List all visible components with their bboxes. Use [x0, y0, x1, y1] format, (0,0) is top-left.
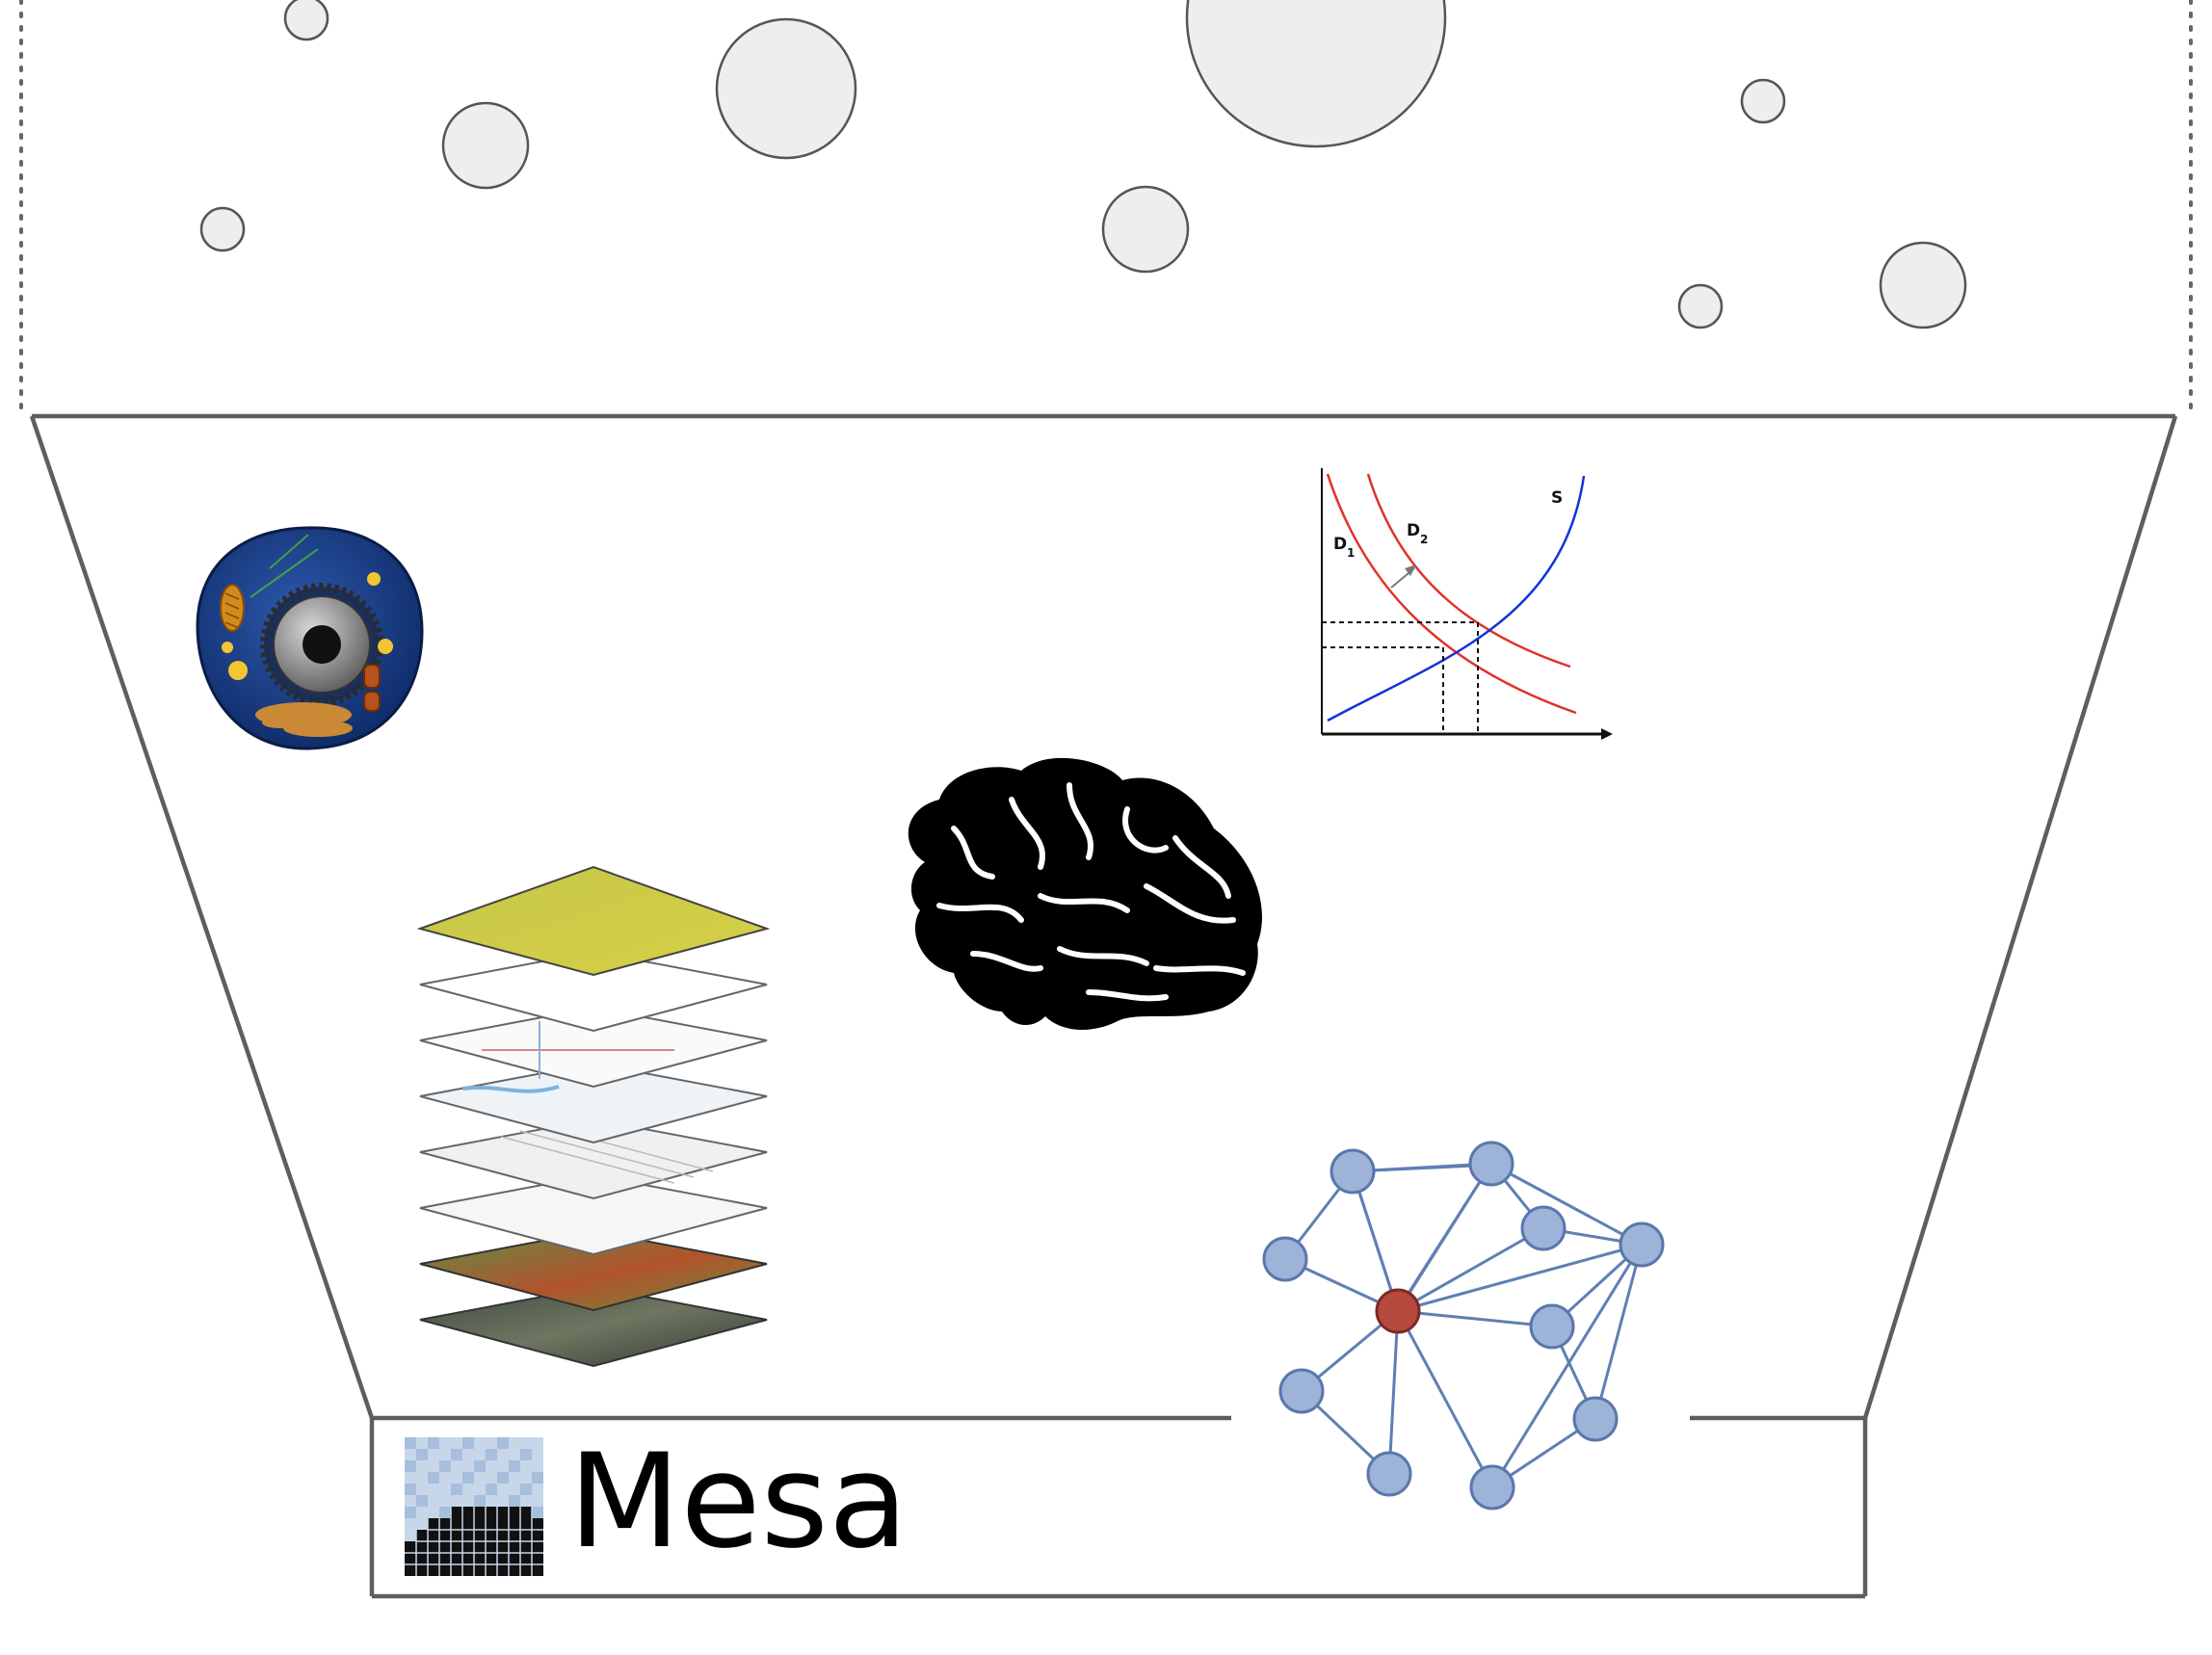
network-node — [1262, 1236, 1308, 1282]
network-center-node — [1375, 1288, 1421, 1334]
bubble — [199, 206, 246, 252]
supply-demand-chart-icon: S D 1 D 2 — [1321, 468, 1613, 740]
demand2-sub: 2 — [1420, 533, 1428, 546]
bubble — [1879, 241, 1967, 329]
bubble — [1740, 78, 1786, 124]
network-node — [1330, 1148, 1376, 1195]
mesa-logo-icon — [405, 1437, 543, 1576]
network-graph-icon — [1262, 1141, 1665, 1511]
network-node — [1520, 1205, 1567, 1251]
bubble — [441, 101, 530, 190]
funnel-outline — [29, 413, 2178, 1419]
bubble — [1185, 0, 1447, 148]
network-node — [1529, 1303, 1575, 1350]
demand1-label: D — [1333, 535, 1347, 554]
gis-layers-icon — [416, 865, 771, 1368]
demand-curve-d2 — [1366, 473, 1571, 669]
network-node — [1468, 1141, 1514, 1187]
cell-icon — [196, 526, 424, 750]
demand-curve-d1 — [1326, 473, 1577, 715]
brain-icon — [908, 757, 1262, 1031]
network-node — [1619, 1222, 1665, 1268]
network-node — [1366, 1451, 1412, 1497]
supply-curve — [1327, 475, 1586, 722]
bubbles — [199, 0, 1967, 329]
supply-label: S — [1551, 488, 1563, 508]
network-node — [1278, 1368, 1325, 1414]
demand2-label: D — [1407, 521, 1420, 540]
brand-name: Mesa — [568, 1426, 908, 1577]
bubble — [283, 0, 329, 41]
network-node — [1572, 1396, 1619, 1442]
bubble — [1677, 283, 1724, 329]
mesa-base-box — [369, 1415, 1868, 1599]
demand1-sub: 1 — [1347, 546, 1355, 560]
network-node — [1469, 1464, 1515, 1511]
bubble — [1101, 185, 1190, 274]
bubble — [715, 17, 857, 160]
